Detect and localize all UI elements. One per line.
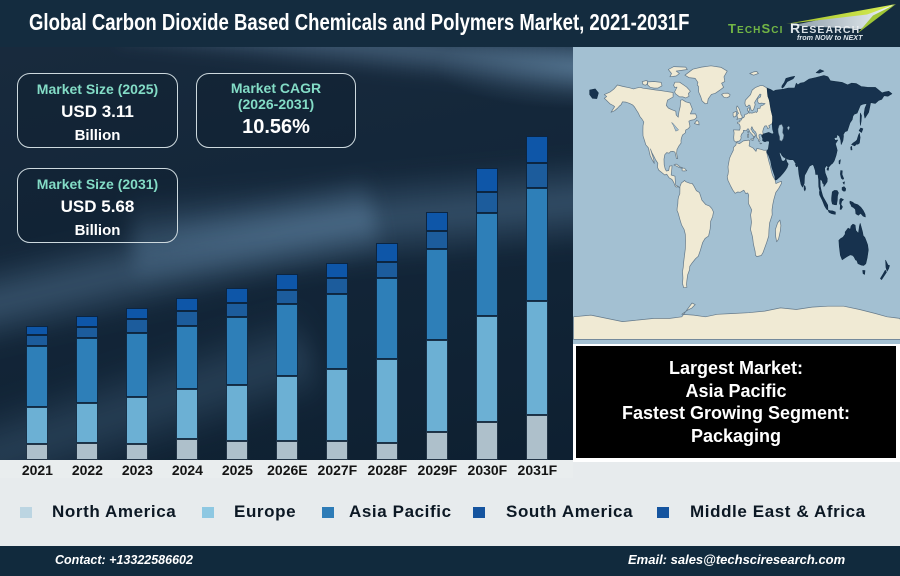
svg-text:RESEARCH: RESEARCH (790, 20, 860, 36)
svg-text:from NOW to NEXT: from NOW to NEXT (797, 33, 863, 42)
svg-text:TECHSCI: TECHSCI (728, 21, 783, 36)
